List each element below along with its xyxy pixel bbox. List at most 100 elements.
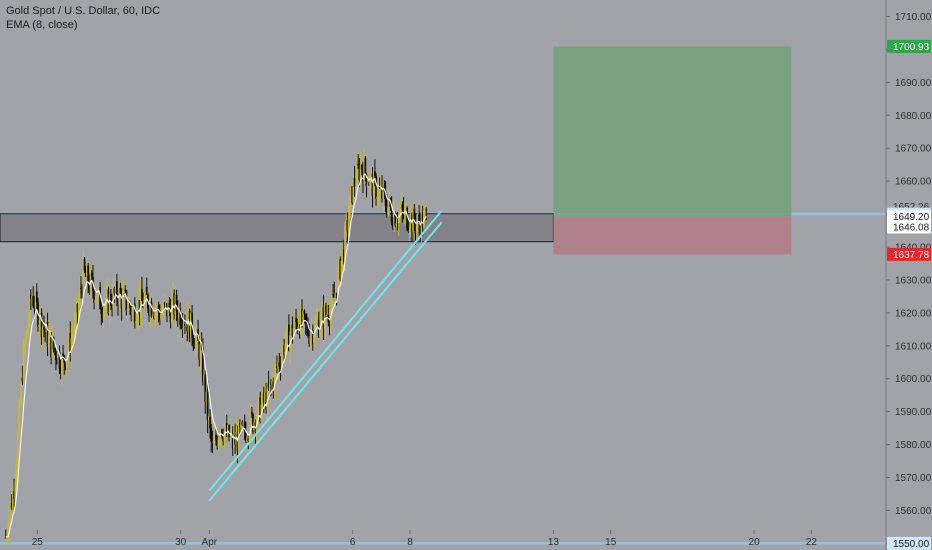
candle-body-338: [408, 230, 411, 232]
candle-body-315: [381, 185, 383, 200]
candle-body-11: [17, 405, 20, 432]
long-position-stop-zone[interactable]: [553, 216, 792, 255]
candle-body-138: [169, 308, 172, 323]
price-tag-1637.78[interactable]: 1637.78: [893, 250, 930, 261]
y-tick-label-1580: 1580.00: [895, 440, 932, 451]
price-tag-1700.93[interactable]: 1700.93: [893, 42, 930, 53]
y-tick-label-1630: 1630.00: [895, 275, 932, 286]
candle-body-32: [43, 327, 45, 330]
candle-body-252: [305, 322, 308, 325]
long-position-target-zone[interactable]: [553, 46, 792, 217]
candle-body-15: [22, 345, 25, 382]
candle-body-327: [395, 223, 398, 226]
candle-body-226: [274, 366, 277, 370]
resistance-zone[interactable]: [0, 213, 554, 243]
candle-body-342: [413, 208, 416, 224]
candle-body-339: [409, 214, 412, 231]
candle-body-130: [160, 313, 162, 320]
candle-body-115: [142, 300, 145, 308]
candle-body-63: [80, 287, 82, 290]
price-tag-1646.08[interactable]: 1646.08: [893, 222, 930, 233]
price-tag-bg-1637.78: [887, 247, 931, 261]
candle-body-149: [182, 323, 185, 330]
candle-body-8: [14, 481, 17, 499]
candle-body-137: [168, 302, 171, 309]
candle-body-227: [276, 366, 278, 368]
price-tag-1649.20[interactable]: 1649.20: [893, 212, 930, 223]
candle-body-76: [95, 299, 98, 301]
candle-body-139: [170, 301, 173, 323]
ema-line[interactable]: [5, 173, 427, 538]
candle-body-36: [47, 334, 50, 347]
candle-body-162: [198, 340, 201, 360]
candle-body-94: [117, 298, 119, 305]
candle-body-165: [201, 347, 204, 382]
x-tick-label-8: 8: [407, 537, 413, 548]
candle-body-45: [58, 351, 61, 369]
candle-body-93: [115, 281, 118, 299]
candle-body-280: [339, 259, 342, 280]
symbol-title[interactable]: Gold Spot / U.S. Dollar, 60, IDC: [6, 5, 160, 17]
candle-body-98: [121, 291, 124, 309]
candle-body-79: [99, 287, 102, 310]
candle-body-202: [246, 438, 248, 441]
candle-body-225: [273, 369, 276, 391]
candle-body-14: [21, 377, 24, 382]
candle-body-293: [354, 186, 357, 188]
candle-body-276: [334, 292, 337, 298]
candle-body-26: [35, 291, 38, 302]
price-tag-1550.00[interactable]: 1550.00: [893, 539, 930, 550]
candle-body-23: [32, 296, 35, 307]
candle-body-291: [352, 177, 355, 203]
candle-body-304: [368, 184, 370, 186]
candle-body-99: [123, 289, 125, 292]
candle-body-120: [148, 308, 151, 316]
candle-body-42: [55, 350, 57, 360]
candle-body-90: [112, 288, 115, 309]
candle-body-183: [223, 430, 226, 441]
candle-body-193: [235, 433, 238, 445]
candle-body-188: [229, 437, 232, 440]
candle-body-335: [405, 207, 407, 209]
price-tag-bg-1646.08: [887, 220, 931, 234]
candle-body-264: [320, 312, 323, 328]
candle-body-287: [347, 217, 350, 232]
candle-body-318: [384, 191, 387, 206]
candle-body-336: [406, 207, 409, 230]
y-tick-label-1570: 1570.00: [895, 473, 932, 484]
candle-body-55: [70, 338, 73, 353]
time-axis[interactable]: 25 30 Apr 6 8 13 15 20 22: [32, 530, 818, 548]
candle-body-351: [424, 209, 426, 212]
candle-body-67: [84, 270, 87, 277]
candle-body-110: [136, 318, 139, 322]
candle-body-77: [96, 289, 99, 300]
candle-body-244: [296, 322, 299, 330]
overlay-layer: [5, 173, 443, 538]
y-tick-label-1560: 1560.00: [895, 506, 932, 517]
candle-body-221: [268, 383, 271, 389]
indicator-legend[interactable]: EMA (8, close): [6, 19, 78, 31]
candle-body-9: [15, 462, 18, 482]
candle-body-349: [421, 211, 424, 228]
candle-body-192: [234, 435, 237, 445]
candle-body-68: [86, 265, 88, 277]
candle-body-12: [19, 401, 21, 406]
trend-channel-line-0[interactable]: [208, 210, 443, 492]
candle-body-200: [243, 421, 246, 432]
candle-body-194: [236, 433, 239, 451]
price-tag-bg-1649.20: [887, 210, 931, 224]
candle-body-265: [321, 306, 324, 313]
candle-body-310: [375, 176, 377, 199]
candle-body-232: [282, 345, 284, 356]
candle-body-80: [100, 309, 103, 315]
candle-body-278: [336, 271, 339, 298]
candle-body-266: [322, 306, 325, 329]
candle-body-59: [75, 303, 78, 318]
candle-body-311: [376, 196, 379, 199]
candle-body-74: [93, 291, 96, 303]
trend-channel-line-1[interactable]: [208, 221, 443, 502]
candle-body-247: [299, 308, 302, 336]
candle-body-88: [109, 293, 112, 306]
candle-body-173: [211, 441, 214, 444]
